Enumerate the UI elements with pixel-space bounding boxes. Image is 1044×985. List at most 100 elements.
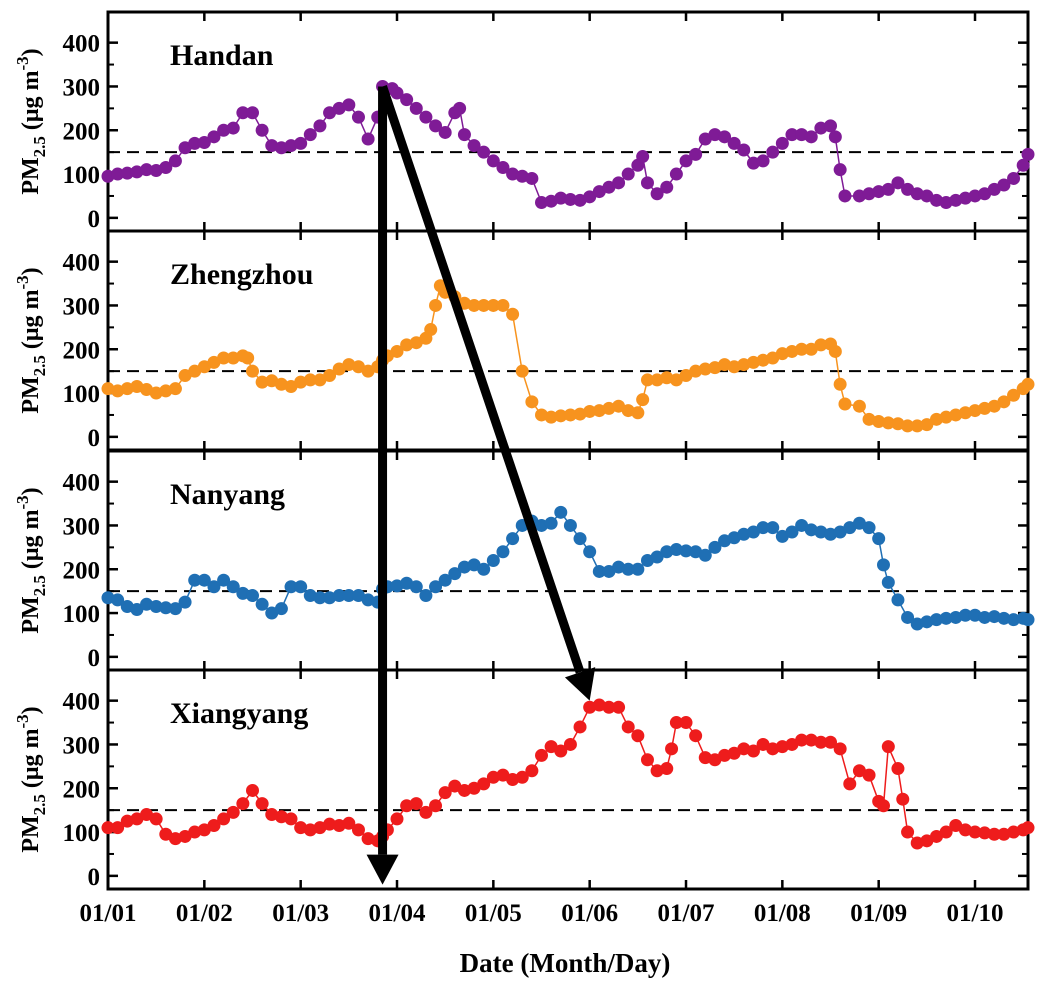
data-point [573, 720, 587, 734]
data-point [535, 196, 549, 210]
data-point [891, 176, 905, 190]
data-point [1021, 821, 1035, 835]
data-point [159, 601, 173, 615]
data-point [679, 716, 693, 730]
data-point [824, 119, 838, 133]
data-point [785, 525, 799, 539]
data-point [429, 580, 443, 594]
arrow-head [366, 854, 399, 885]
data-point [679, 544, 693, 558]
data-point [862, 521, 876, 535]
data-point [424, 323, 438, 337]
data-point [939, 611, 953, 625]
data-point [409, 580, 423, 594]
data-point [101, 821, 115, 835]
data-point [284, 580, 298, 594]
data-point [631, 562, 645, 576]
data-point [997, 395, 1011, 409]
data-point [689, 729, 703, 743]
data-point [506, 307, 520, 321]
data-point [246, 589, 260, 603]
data-point [795, 342, 809, 356]
data-point [554, 409, 568, 423]
x-tick-label: 01/10 [947, 900, 1004, 927]
y-tick-label: 200 [63, 776, 101, 803]
data-point [188, 573, 202, 587]
data-point [592, 564, 606, 578]
data-point [438, 786, 452, 800]
y-axis-label: PM2.5 (μg m-3) [13, 706, 49, 852]
data-point [149, 812, 163, 826]
data-point [881, 416, 895, 430]
data-point [1021, 377, 1035, 391]
data-point [246, 106, 260, 120]
data-point [400, 93, 414, 107]
data-point [342, 98, 356, 112]
data-point [828, 130, 842, 144]
data-point [390, 86, 404, 100]
data-point [1007, 171, 1021, 185]
data-point [207, 580, 221, 594]
y-tick-label: 300 [63, 74, 101, 101]
data-point [997, 611, 1011, 625]
data-point [236, 797, 250, 811]
data-point [535, 748, 549, 762]
data-point [246, 364, 260, 378]
data-point [636, 393, 650, 407]
x-tick-label: 01/02 [176, 900, 233, 927]
data-point [602, 700, 616, 714]
data-point [775, 136, 789, 150]
y-axis-label: PM2.5 (μg m-3) [13, 48, 49, 194]
x-tick-label: 01/08 [754, 900, 811, 927]
data-point [660, 180, 674, 194]
data-point [708, 540, 722, 554]
data-point [901, 825, 915, 839]
data-point [342, 589, 356, 603]
data-point [881, 575, 895, 589]
data-point [429, 799, 443, 813]
data-point [525, 764, 539, 778]
y-tick-label: 0 [88, 864, 101, 891]
data-point [1021, 147, 1035, 161]
data-point [689, 147, 703, 161]
data-point [563, 192, 577, 206]
data-point [496, 160, 510, 174]
x-tick-label: 01/09 [850, 900, 907, 927]
data-point [168, 154, 182, 168]
data-point [640, 753, 654, 767]
data-point [1007, 388, 1021, 402]
data-point [111, 167, 125, 181]
data-point [217, 351, 231, 365]
data-point [665, 742, 679, 756]
data-point [621, 720, 635, 734]
arrow-head [564, 667, 596, 701]
data-point [958, 608, 972, 622]
data-point [583, 190, 597, 204]
data-point [650, 550, 664, 564]
data-point [631, 729, 645, 743]
data-point [698, 548, 712, 562]
data-point [226, 580, 240, 594]
y-tick-label: 400 [63, 470, 101, 497]
x-tick-label: 01/04 [369, 900, 426, 927]
data-point [876, 799, 890, 813]
data-point [669, 167, 683, 181]
data-point [241, 351, 255, 365]
data-point [351, 110, 365, 124]
data-point [467, 139, 481, 153]
data-point [515, 364, 529, 378]
data-point [554, 505, 568, 519]
data-point [838, 397, 852, 411]
data-point [438, 125, 452, 139]
data-point [120, 166, 134, 180]
data-point [313, 119, 327, 133]
data-point [457, 128, 471, 142]
data-point [640, 176, 654, 190]
data-point [294, 136, 308, 150]
x-axis-label: Date (Month/Day) [460, 948, 671, 978]
data-point [814, 735, 828, 749]
arrow-shaft [378, 85, 585, 674]
y-tick-label: 100 [63, 820, 101, 847]
data-point [313, 591, 327, 605]
